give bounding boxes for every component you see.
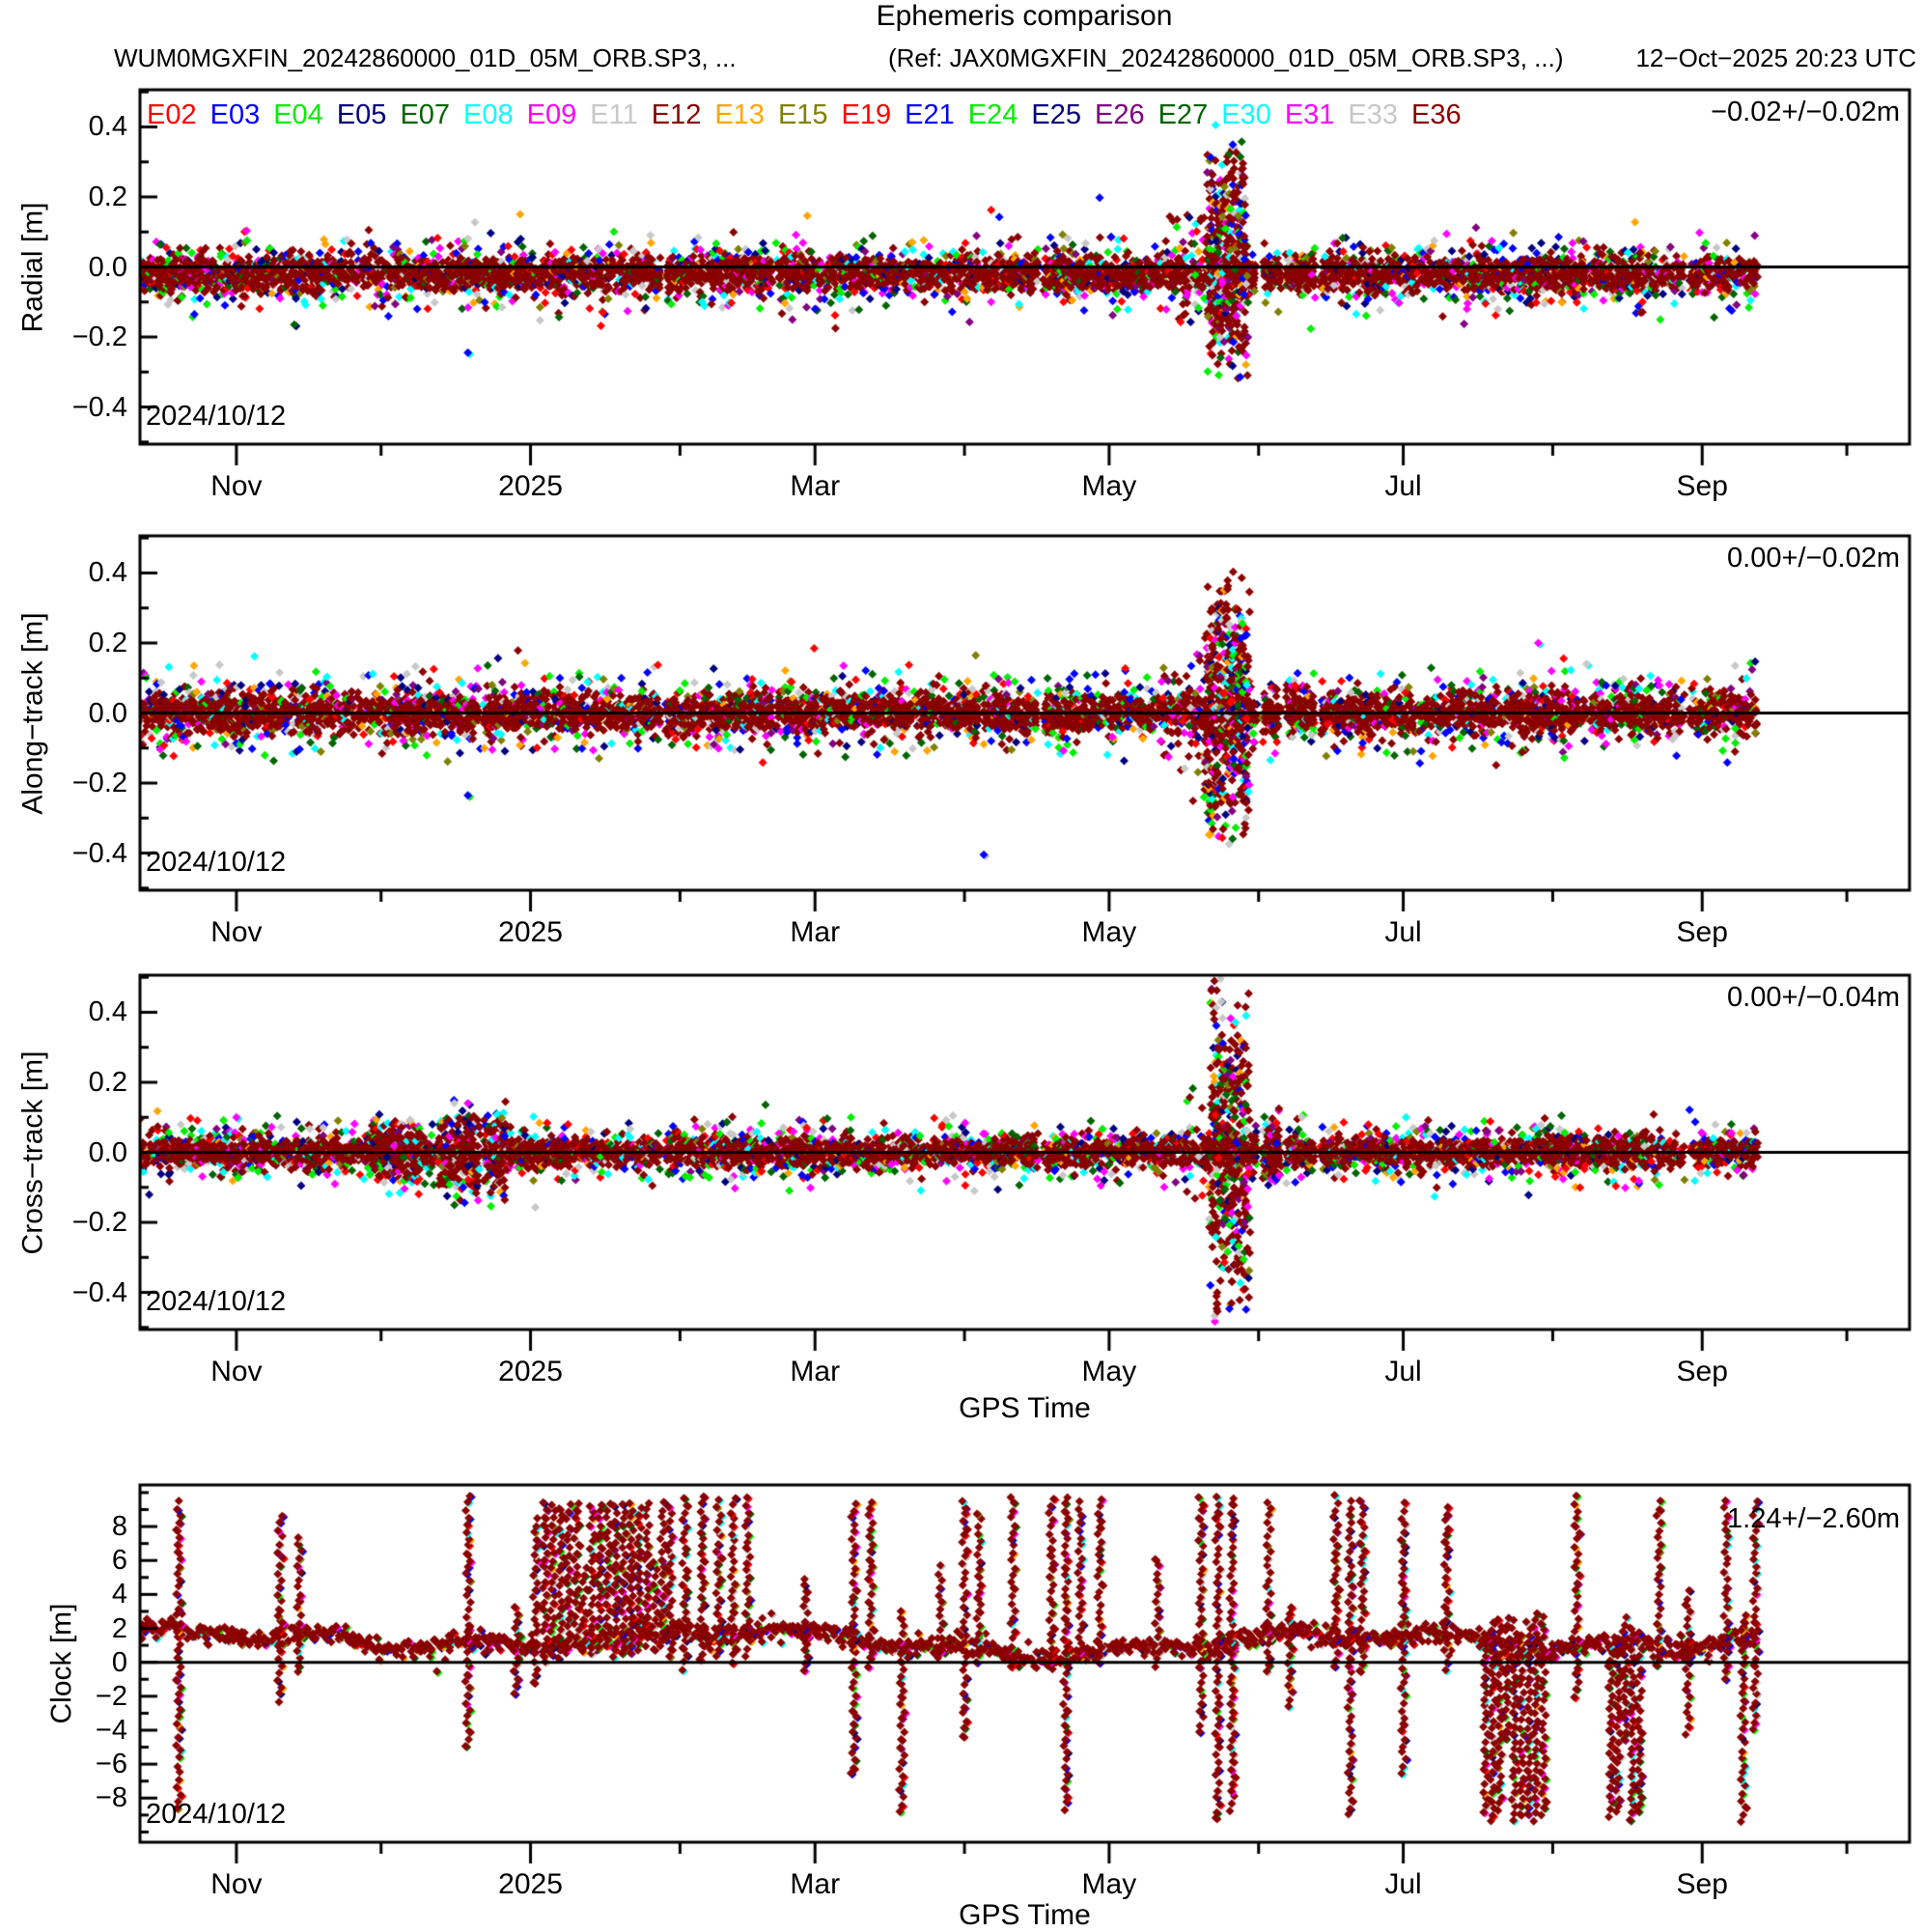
legend-item-E25: E25 — [1031, 99, 1081, 130]
legend-item-E27: E27 — [1157, 99, 1209, 130]
start-date-label: 2024/10/12 — [146, 401, 287, 432]
y-tick-label: 0.0 — [88, 697, 127, 729]
legend-item-E11: E11 — [590, 99, 638, 130]
y-tick-label: −2 — [95, 1680, 127, 1712]
legend-item-E07: E07 — [400, 99, 451, 130]
legend-item-E04: E04 — [273, 99, 323, 130]
y-tick-label: 0.4 — [88, 557, 127, 589]
start-date-label: 2024/10/12 — [146, 1286, 287, 1317]
legend-item-E09: E09 — [526, 99, 577, 130]
x-tick-label: Mar — [790, 916, 841, 948]
y-tick-label: 4 — [111, 1579, 127, 1610]
y-tick-label: 0.4 — [88, 996, 127, 1028]
y-tick-label: 0.2 — [88, 181, 127, 212]
figure-title: Ephemeris comparison — [876, 0, 1173, 32]
legend-item-E26: E26 — [1094, 99, 1145, 130]
legend-item-E19: E19 — [841, 99, 892, 130]
legend-item-E33: E33 — [1348, 99, 1399, 130]
legend-item-E03: E03 — [209, 99, 261, 130]
legend-item-E08: E08 — [463, 99, 514, 130]
ref-label: (Ref: JAX0MGXFIN_20242860000_01D_05M_ORB… — [888, 43, 1564, 72]
y-tick-label: −8 — [95, 1782, 127, 1814]
start-date-label: 2024/10/12 — [146, 1799, 287, 1830]
stat-along-track: 0.00+/−0.02m — [1727, 543, 1900, 574]
stat-clock: 1.24+/−2.60m — [1727, 1503, 1900, 1534]
timestamp: 12−Oct−2025 20:23 UTC — [1635, 43, 1916, 72]
file-label: WUM0MGXFIN_20242860000_01D_05M_ORB.SP3, … — [114, 43, 737, 72]
y-tick-label: 0.2 — [88, 627, 127, 658]
x-tick-label: May — [1081, 1356, 1137, 1387]
x-tick-label: Jul — [1384, 470, 1422, 502]
legend-item-E13: E13 — [714, 99, 765, 130]
stat-cross-track: 0.00+/−0.04m — [1727, 982, 1900, 1013]
y-tick-label: −0.4 — [71, 1276, 127, 1308]
legend-item-E36: E36 — [1411, 99, 1462, 130]
x-tick-label: Mar — [790, 1868, 841, 1900]
y-tick-label: 6 — [111, 1545, 127, 1577]
legend-item-E15: E15 — [777, 99, 828, 130]
start-date-label: 2024/10/12 — [146, 847, 287, 878]
x-tick-label: Mar — [790, 470, 841, 502]
legend-item-E31: E31 — [1284, 99, 1335, 130]
x-tick-label: 2025 — [498, 916, 563, 948]
y-tick-label: −4 — [95, 1714, 127, 1746]
legend-item-E21: E21 — [905, 99, 955, 130]
x-tick-label: 2025 — [498, 1356, 563, 1387]
x-tick-label: Nov — [210, 470, 263, 502]
x-axis-title-gps-time: GPS Time — [959, 1899, 1091, 1931]
y-tick-label: −0.2 — [71, 768, 127, 799]
x-tick-label: May — [1081, 916, 1137, 948]
x-tick-label: Sep — [1676, 1356, 1728, 1387]
y-tick-label: 0.0 — [88, 251, 127, 283]
y-tick-label: 0 — [111, 1646, 127, 1678]
legend: E02 E03 E04 E05 E07 E08 E09 E11 E12 E13 E15 E19 E21 E… — [147, 99, 1475, 130]
x-tick-label: Sep — [1676, 916, 1728, 948]
x-tick-label: Mar — [790, 1356, 841, 1387]
legend-item-E02: E02 — [147, 99, 197, 130]
y-tick-label: 0.2 — [88, 1066, 127, 1098]
x-tick-label: Nov — [210, 1868, 263, 1900]
stat-radial: −0.02+/−0.02m — [1711, 97, 1900, 127]
x-tick-label: 2025 — [498, 1868, 563, 1900]
x-tick-label: Sep — [1676, 1868, 1728, 1900]
x-tick-label: May — [1081, 470, 1137, 502]
y-tick-label: −0.4 — [71, 391, 127, 423]
x-tick-label: Sep — [1676, 470, 1728, 502]
x-tick-label: Nov — [210, 1356, 263, 1387]
legend-item-E24: E24 — [967, 99, 1018, 130]
y-tick-label: −0.2 — [71, 1207, 127, 1239]
y-tick-label: 0.4 — [88, 111, 127, 143]
y-tick-label: −6 — [95, 1749, 127, 1780]
x-tick-label: Jul — [1384, 1868, 1422, 1900]
y-tick-label: −0.2 — [71, 322, 127, 353]
x-tick-label: May — [1081, 1868, 1137, 1900]
x-tick-label: Jul — [1384, 916, 1422, 948]
legend-item-E30: E30 — [1221, 99, 1271, 130]
x-tick-label: Jul — [1384, 1356, 1422, 1387]
legend-item-E05: E05 — [336, 99, 387, 130]
x-tick-label: 2025 — [498, 470, 563, 502]
legend-item-E12: E12 — [651, 99, 702, 130]
y-tick-label: 8 — [111, 1511, 127, 1543]
y-tick-label: 2 — [111, 1612, 127, 1644]
y-tick-label: −0.4 — [71, 837, 127, 869]
x-axis-title-gps-time: GPS Time — [959, 1392, 1091, 1424]
x-tick-label: Nov — [210, 916, 263, 948]
y-tick-label: 0.0 — [88, 1136, 127, 1168]
